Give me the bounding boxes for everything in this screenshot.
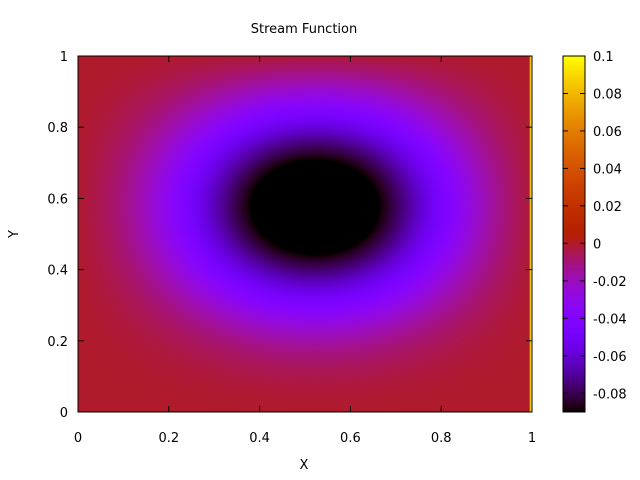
colorbar-gradient: [563, 56, 585, 412]
x-tick-label: 0.2: [158, 431, 179, 446]
colorbar-axis: 0.1 0.08 0.06 0.04 0.02 0 -0.02 -0.04 -0.06 -0.08: [563, 50, 627, 402]
plot-frame: [77, 55, 533, 413]
colorbar-tick-label: -0.02: [593, 275, 627, 290]
colorbar-tick-label: 0.02: [593, 200, 622, 215]
y-tick-label: 0.6: [47, 192, 68, 207]
chart-title: Stream Function: [251, 22, 357, 37]
y-tick-label: 1: [60, 50, 68, 65]
x-axis-label: X: [300, 458, 309, 473]
colorbar-tick-label: 0.08: [593, 87, 622, 102]
colorbar-frame: [562, 55, 586, 413]
colorbar-tick-label: -0.04: [593, 312, 627, 327]
x-axis: 0 0.2 0.4 0.6 0.8 1: [74, 56, 536, 446]
x-tick-label: 0.4: [249, 431, 270, 446]
y-tick-label: 0.4: [47, 264, 68, 279]
colorbar: [562, 55, 586, 413]
colorbar-tick-label: 0.04: [593, 162, 622, 177]
x-tick-label: 0.8: [431, 431, 452, 446]
y-tick-label: 0.8: [47, 121, 68, 136]
heatmap-field: [78, 56, 532, 412]
y-axis: 0 0.2 0.4 0.6 0.8 1: [47, 50, 532, 421]
y-tick-label: 0.2: [47, 335, 68, 350]
x-tick-label: 0.6: [340, 431, 361, 446]
colorbar-tick-label: 0.1: [593, 50, 614, 65]
colorbar-tick-label: -0.06: [593, 350, 627, 365]
heatmap-image: [78, 56, 532, 412]
y-tick-label: 0: [60, 406, 68, 421]
colorbar-tick-label: 0.06: [593, 125, 622, 140]
colorbar-tick-label: 0: [593, 237, 601, 252]
x-tick-label: 1: [528, 431, 536, 446]
x-tick-label: 0: [74, 431, 82, 446]
y-axis-label: Y: [7, 230, 22, 239]
colorbar-tick-label: -0.08: [593, 387, 627, 402]
